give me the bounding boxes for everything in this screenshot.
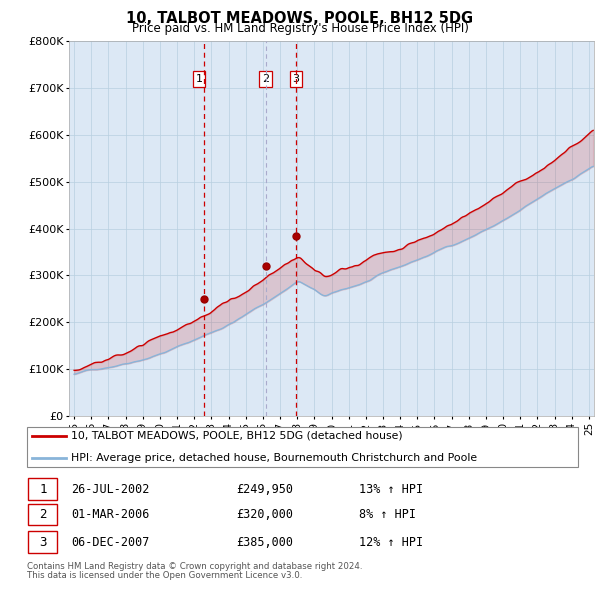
Text: 1: 1 [196,74,202,84]
Text: £249,950: £249,950 [236,483,293,496]
Text: 12% ↑ HPI: 12% ↑ HPI [359,536,423,549]
Text: £385,000: £385,000 [236,536,293,549]
Text: This data is licensed under the Open Government Licence v3.0.: This data is licensed under the Open Gov… [27,571,302,580]
Text: 2: 2 [39,508,47,522]
Text: 3: 3 [39,536,47,549]
Text: 06-DEC-2007: 06-DEC-2007 [71,536,150,549]
Text: 3: 3 [292,74,299,84]
Text: 13% ↑ HPI: 13% ↑ HPI [359,483,423,496]
FancyBboxPatch shape [28,504,58,526]
Text: 10, TALBOT MEADOWS, POOLE, BH12 5DG (detached house): 10, TALBOT MEADOWS, POOLE, BH12 5DG (det… [71,431,403,441]
Text: 01-MAR-2006: 01-MAR-2006 [71,508,150,522]
Text: Price paid vs. HM Land Registry's House Price Index (HPI): Price paid vs. HM Land Registry's House … [131,22,469,35]
Text: HPI: Average price, detached house, Bournemouth Christchurch and Poole: HPI: Average price, detached house, Bour… [71,453,478,463]
Text: Contains HM Land Registry data © Crown copyright and database right 2024.: Contains HM Land Registry data © Crown c… [27,562,362,571]
FancyBboxPatch shape [28,532,58,553]
Text: 1: 1 [39,483,47,496]
FancyBboxPatch shape [27,427,578,467]
Text: 8% ↑ HPI: 8% ↑ HPI [359,508,416,522]
Text: 10, TALBOT MEADOWS, POOLE, BH12 5DG: 10, TALBOT MEADOWS, POOLE, BH12 5DG [127,11,473,25]
Text: 26-JUL-2002: 26-JUL-2002 [71,483,150,496]
Text: 2: 2 [262,74,269,84]
Text: £320,000: £320,000 [236,508,293,522]
FancyBboxPatch shape [28,478,58,500]
